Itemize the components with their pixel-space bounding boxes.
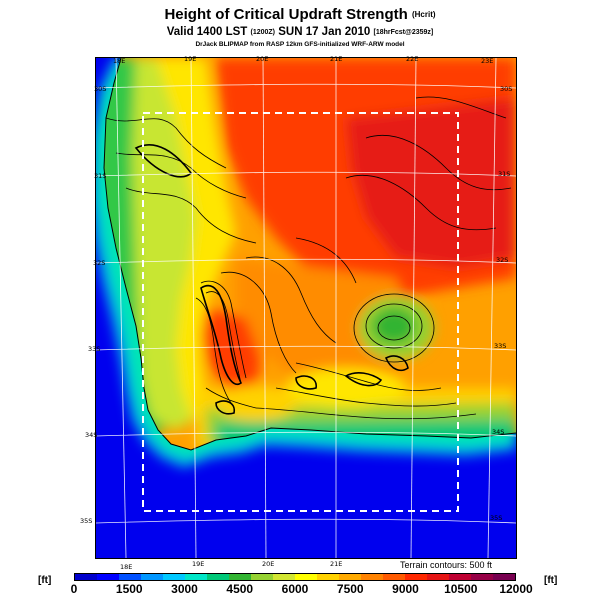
- lat-label-left: 31S: [94, 172, 107, 180]
- colorbar-segment: [295, 574, 317, 580]
- inner-domain-box: [142, 112, 459, 512]
- terrain-contours-bold: [134, 144, 409, 415]
- colorbar-tick-label: 10500: [444, 582, 478, 596]
- terrain-contours: [105, 96, 512, 420]
- colorbar-tick-label: 6000: [281, 582, 309, 596]
- colorbar-tick-label: 3000: [171, 582, 198, 596]
- colorbar-tick-label: 1500: [115, 582, 143, 596]
- lat-label-left: 30S: [94, 85, 107, 93]
- colorbar-segment: [361, 574, 383, 580]
- map-subtitle: Valid 1400 LST (1200Z) SUN 17 Jan 2010 […: [0, 26, 600, 38]
- lon-label-top: 21E: [330, 55, 343, 63]
- lon-label-top: 23E: [481, 57, 494, 65]
- colorbar-segment: [383, 574, 405, 580]
- lat-label-left: 34S: [85, 431, 98, 439]
- lon-label-top: 19E: [184, 55, 197, 63]
- lon-label-top: 22E: [406, 55, 419, 63]
- lat-label-right: 31S: [498, 170, 511, 178]
- colorbar-segment: [449, 574, 471, 580]
- map-title-text: Height of Critical Updraft Strength: [164, 6, 408, 23]
- colorbar-segment: [339, 574, 361, 580]
- colorbar-segment: [229, 574, 251, 580]
- lon-label-top: 20E: [256, 55, 269, 63]
- colorbar-segment: [75, 574, 97, 580]
- model-credit: DrJack BLIPMAP from RASP 12km GFS-initia…: [195, 41, 405, 48]
- colorbar-segment: [141, 574, 163, 580]
- valid-time: Valid 1400 LST: [166, 26, 248, 38]
- colorbar-segment: [97, 574, 119, 580]
- terrain-contour-note: Terrain contours: 500 ft: [400, 560, 493, 570]
- lat-label-right: 34S: [492, 428, 505, 436]
- colorbar-tick-label: 12000: [499, 582, 533, 596]
- graticule: [96, 58, 516, 558]
- lon-label-top: 18E: [113, 57, 126, 65]
- colorbar-tick-label: 4500: [226, 582, 254, 596]
- colorbar-tick-label: 9000: [392, 582, 419, 596]
- valid-date: SUN 17 Jan 2010: [278, 26, 371, 38]
- colorbar-segment: [493, 574, 515, 580]
- colorbar-segment: [207, 574, 229, 580]
- coastline: [103, 58, 516, 451]
- lat-label-right: 35S: [490, 514, 503, 522]
- colorbar-tick-label: 0: [70, 582, 78, 596]
- colorbar-segment: [251, 574, 273, 580]
- colorbar-segment: [273, 574, 295, 580]
- map-title: Height of Critical Updraft Strength (Hcr…: [0, 6, 600, 23]
- colorbar-segment: [163, 574, 185, 580]
- lat-label-left: 33S: [88, 345, 101, 353]
- lat-label-right: 33S: [494, 342, 507, 350]
- lat-label-left: 32S: [93, 259, 106, 267]
- colorbar-tick-label: 7500: [336, 582, 364, 596]
- lat-label-left: 35S: [80, 517, 93, 525]
- lon-label-bottom: 18E: [120, 563, 133, 571]
- lat-label-right: 32S: [496, 256, 509, 264]
- valid-time-zulu: (1200Z): [250, 29, 276, 36]
- colorbar-segment: [317, 574, 339, 580]
- lon-label-bottom: 21E: [330, 560, 343, 568]
- colorbar-segment: [119, 574, 141, 580]
- colorbar-unit-right: [ft]: [544, 575, 558, 586]
- colorbar-segment: [185, 574, 207, 580]
- colorbar-segment: [427, 574, 449, 580]
- lat-label-right: 30S: [500, 85, 513, 93]
- colorbar-unit-left: [ft]: [38, 575, 52, 586]
- lon-label-bottom: 19E: [192, 560, 205, 568]
- colorbar: [74, 573, 516, 581]
- map-title-unit: (Hcrit): [411, 10, 436, 19]
- forecast-info: [18hrFcst@2359z]: [373, 29, 434, 36]
- colorbar-segment: [405, 574, 427, 580]
- map-graphic: [96, 58, 516, 558]
- lon-label-bottom: 20E: [262, 560, 275, 568]
- map-plot: [95, 57, 517, 559]
- colorbar-segment: [471, 574, 493, 580]
